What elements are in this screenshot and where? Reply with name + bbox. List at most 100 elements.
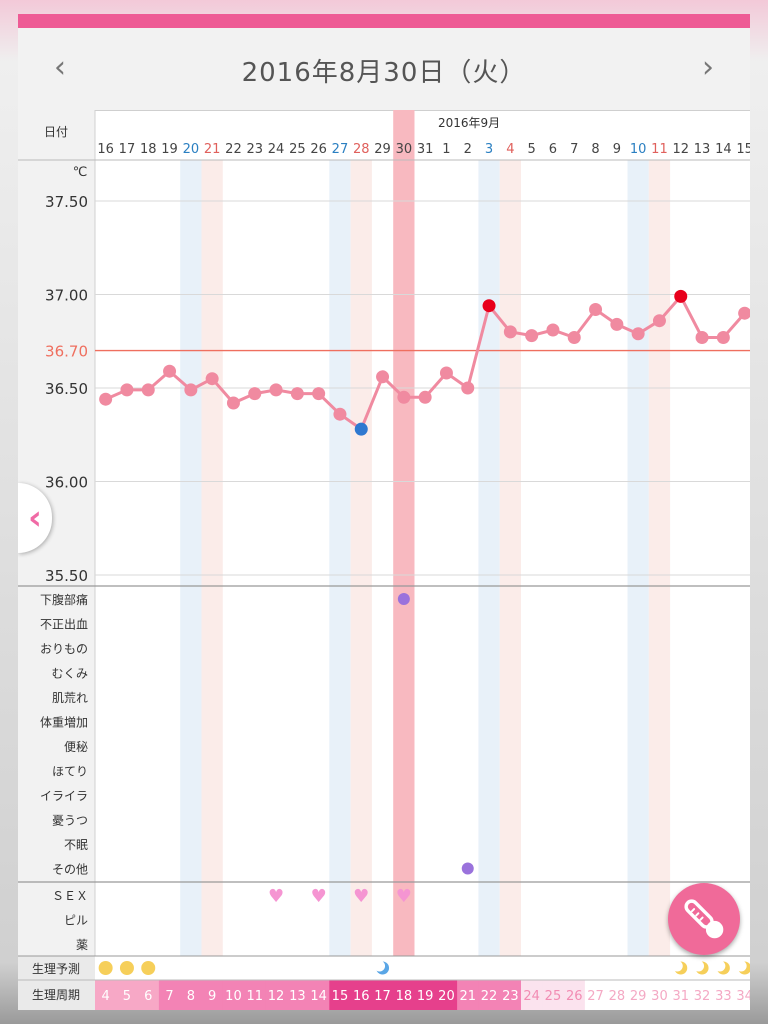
date-row-label: 日付 <box>44 125 68 139</box>
chevron-left-icon: ‹ <box>54 50 66 85</box>
prediction-label: 生理予測 <box>32 962 80 976</box>
date-label: 27 <box>332 142 349 157</box>
cycle-cell <box>265 980 288 1010</box>
y-tick-label: 36.50 <box>45 380 88 398</box>
temperature-point[interactable] <box>482 299 496 313</box>
prediction-label-cell <box>18 956 95 980</box>
date-label: 21 <box>204 142 221 157</box>
pms-moon-icon-mask <box>693 960 705 972</box>
thermometer-icon <box>684 899 724 939</box>
date-label: 22 <box>225 142 242 157</box>
heart-icon[interactable]: ♥ <box>396 886 412 907</box>
sunday-band <box>648 160 671 956</box>
temperature-point[interactable] <box>695 331 709 344</box>
cycle-day-number: 28 <box>609 989 626 1004</box>
date-label: 8 <box>591 142 599 157</box>
y-tick-label: 37.00 <box>45 287 88 305</box>
date-label: 13 <box>694 142 711 157</box>
cycle-day-number: 16 <box>353 989 370 1004</box>
temperature-point[interactable] <box>546 323 560 337</box>
record-temperature-button[interactable] <box>668 883 740 955</box>
temperature-point[interactable] <box>652 314 666 328</box>
saturday-band <box>180 160 202 956</box>
temperature-point[interactable] <box>184 383 198 397</box>
cycle-day-number: 19 <box>417 989 434 1004</box>
cycle-day-number: 29 <box>630 989 647 1004</box>
next-date-button[interactable]: › <box>686 46 730 90</box>
temperature-point[interactable] <box>738 306 750 320</box>
cycle-day-number: 12 <box>268 989 285 1004</box>
date-label: 10 <box>630 142 647 157</box>
sunday-band <box>201 160 223 956</box>
cycle-cell <box>606 980 628 1010</box>
cycle-cell <box>308 980 330 1010</box>
temperature-point[interactable] <box>354 422 368 436</box>
cycle-cell <box>371 980 394 1010</box>
page-title: 2016年8月30日（火） <box>241 58 527 88</box>
temperature-unit-label: ℃ <box>73 165 88 180</box>
y-tick-label: 37.50 <box>45 193 88 211</box>
cycle-day-number: 20 <box>438 989 455 1004</box>
chevron-right-icon: › <box>702 50 714 85</box>
temperature-point[interactable] <box>99 392 113 406</box>
heart-icon[interactable]: ♥ <box>311 886 327 907</box>
temperature-point[interactable] <box>290 387 304 401</box>
temperature-point[interactable] <box>269 383 283 397</box>
cycle-cell <box>137 980 160 1010</box>
date-label: 30 <box>396 142 413 157</box>
cycle-cell <box>222 980 245 1010</box>
symptom-mark[interactable] <box>397 593 410 605</box>
temperature-point[interactable] <box>141 383 155 397</box>
temperature-point[interactable] <box>567 331 581 344</box>
temperature-point[interactable] <box>312 387 326 401</box>
cycle-label-cell <box>18 980 95 1010</box>
date-label: 31 <box>417 142 434 157</box>
cycle-day-number: 23 <box>502 989 519 1004</box>
temperature-point[interactable] <box>418 390 432 404</box>
heart-icon[interactable]: ♥ <box>268 886 284 907</box>
cycle-cell <box>393 980 415 1010</box>
cycle-day-number: 7 <box>165 989 173 1004</box>
temperature-point[interactable] <box>226 396 240 410</box>
cycle-cell <box>691 980 714 1010</box>
temperature-point[interactable] <box>674 289 688 303</box>
temperature-point[interactable] <box>376 370 390 384</box>
temperature-point[interactable] <box>503 325 517 339</box>
symptom-mark[interactable] <box>461 862 474 875</box>
date-label: 7 <box>570 142 578 157</box>
sunday-band <box>499 160 521 956</box>
cycle-cell <box>712 980 735 1010</box>
temperature-point[interactable] <box>205 372 219 386</box>
symptom-label: 下腹部痛 <box>40 592 88 607</box>
prev-date-button[interactable]: ‹ <box>38 46 82 90</box>
cycle-day-number: 9 <box>208 989 216 1004</box>
cycle-day-number: 21 <box>459 989 476 1004</box>
date-label: 16 <box>97 142 114 157</box>
temperature-point[interactable] <box>631 327 645 341</box>
temperature-point[interactable] <box>333 407 347 421</box>
temperature-point[interactable] <box>248 387 262 401</box>
cycle-cell <box>244 980 266 1010</box>
temperature-point[interactable] <box>163 364 177 378</box>
sunday-band <box>350 160 372 956</box>
symptom-label: おりもの <box>40 642 88 656</box>
cycle-day-number: 26 <box>566 989 583 1004</box>
cycle-cell <box>648 980 671 1010</box>
cycle-day-number: 24 <box>523 989 540 1004</box>
event-label: ピル <box>64 914 88 928</box>
temperature-point[interactable] <box>610 317 624 331</box>
row-labels-column <box>18 110 95 1010</box>
date-label: 29 <box>374 142 391 157</box>
temperature-point[interactable] <box>589 303 603 316</box>
temperature-point[interactable] <box>439 366 453 380</box>
period-prediction-icon <box>141 961 156 975</box>
temperature-point[interactable] <box>397 390 411 404</box>
temperature-point[interactable] <box>461 381 475 395</box>
temperature-point[interactable] <box>120 383 134 397</box>
heart-icon[interactable]: ♥ <box>353 886 369 907</box>
symptom-label: 肌荒れ <box>52 691 88 705</box>
temperature-point[interactable] <box>525 329 539 343</box>
symptom-label: その他 <box>52 863 88 877</box>
temperature-point[interactable] <box>716 331 730 344</box>
